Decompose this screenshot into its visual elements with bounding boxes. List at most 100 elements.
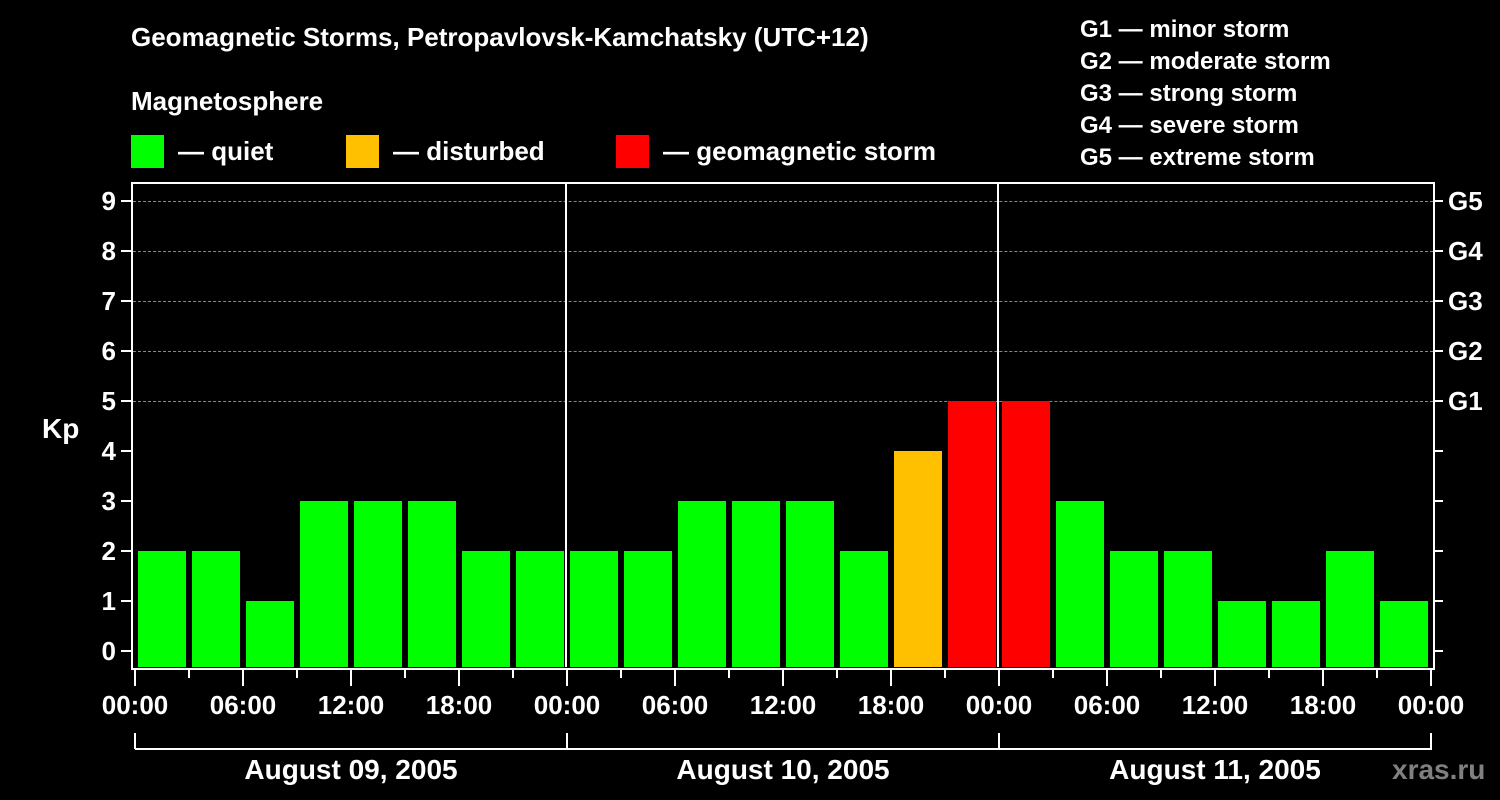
- kp-bar: [570, 551, 618, 667]
- date-bracket-tick: [998, 733, 1000, 749]
- kp-bar: [1272, 601, 1320, 667]
- g-tick-label: G3: [1448, 286, 1483, 316]
- x-tick: [1052, 668, 1054, 678]
- kp-bar: [1002, 401, 1050, 667]
- y-tick-right: [1433, 600, 1443, 602]
- x-tick: [404, 668, 406, 678]
- y-tick-left: [121, 450, 131, 452]
- kp-bar: [894, 451, 942, 667]
- x-tick: [674, 668, 676, 686]
- y-tick-label: 1: [101, 586, 116, 616]
- g-legend-g3: G3 — strong storm: [1080, 80, 1298, 107]
- y-axis-label: Kp: [42, 413, 80, 444]
- chart-subtitle: Magnetosphere: [131, 86, 324, 116]
- x-tick: [566, 668, 568, 686]
- x-tick: [620, 668, 622, 678]
- day-separator: [997, 183, 999, 667]
- legend-swatch-storm: [616, 134, 649, 168]
- date-bracket-tick: [566, 733, 568, 749]
- date-label: August 11, 2005: [1109, 754, 1321, 785]
- kp-bar: [516, 551, 564, 667]
- kp-bar: [948, 401, 996, 667]
- x-tick: [1106, 668, 1108, 686]
- chart-title: Geomagnetic Storms, Petropavlovsk-Kamcha…: [131, 22, 869, 52]
- x-tick-label: 06:00: [641, 690, 709, 720]
- y-tick-left: [121, 200, 131, 202]
- date-label: August 10, 2005: [676, 754, 890, 785]
- kp-bar: [624, 551, 672, 667]
- kp-bar: [678, 501, 726, 667]
- x-tick: [1322, 668, 1324, 686]
- plot-frame: [131, 182, 1435, 670]
- g-tick-label: G5: [1448, 186, 1483, 216]
- y-tick-label: 9: [101, 186, 116, 216]
- y-tick-label: 3: [101, 486, 116, 516]
- y-tick-label: 6: [101, 336, 116, 366]
- legend-storm: — geomagnetic storm: [616, 134, 936, 168]
- y-tick-label: 0: [101, 636, 116, 666]
- kp-bar: [300, 501, 348, 667]
- date-bracket: [135, 748, 1432, 750]
- legend-disturbed: — disturbed: [346, 134, 545, 168]
- y-tick-label: 8: [101, 236, 116, 266]
- y-tick-left: [121, 300, 131, 302]
- y-tick-label: 7: [101, 286, 116, 316]
- gridline: [133, 401, 1433, 402]
- x-tick-label: 00:00: [965, 690, 1033, 720]
- kp-bar: [840, 551, 888, 667]
- kp-bar: [1326, 551, 1374, 667]
- x-tick: [512, 668, 514, 678]
- kp-bar: [192, 551, 240, 667]
- g-legend-g5: G5 — extreme storm: [1080, 144, 1315, 171]
- y-tick-left: [121, 500, 131, 502]
- gridline: [133, 301, 1433, 302]
- y-tick-right: [1433, 200, 1443, 202]
- kp-bar: [1218, 601, 1266, 667]
- y-tick-right: [1433, 450, 1443, 452]
- gridline: [133, 351, 1433, 352]
- y-tick-right: [1433, 300, 1443, 302]
- x-tick: [242, 668, 244, 686]
- x-tick: [998, 668, 1000, 686]
- y-tick-left: [121, 600, 131, 602]
- g-tick-label: G2: [1448, 336, 1483, 366]
- g-scale-legend: G1 — minor storm G2 — moderate storm G3 …: [1080, 14, 1331, 174]
- x-tick-label: 06:00: [209, 690, 277, 720]
- x-tick: [728, 668, 730, 678]
- kp-bar: [786, 501, 834, 667]
- legend-label-quiet: — quiet: [178, 135, 274, 166]
- x-tick-label: 12:00: [317, 690, 385, 720]
- legend-swatch-disturbed: [346, 134, 379, 168]
- watermark: xras.ru: [1392, 754, 1486, 785]
- x-tick: [1160, 668, 1162, 678]
- y-tick-right: [1433, 500, 1443, 502]
- x-tick: [944, 668, 946, 678]
- y-tick-right: [1433, 400, 1443, 402]
- legend-label-storm: — geomagnetic storm: [663, 135, 937, 166]
- date-bracket-tick: [134, 733, 136, 749]
- y-tick-left: [121, 250, 131, 252]
- y-tick-left: [121, 400, 131, 402]
- y-tick-right: [1433, 350, 1443, 352]
- x-tick: [188, 668, 190, 678]
- x-tick-label: 12:00: [1181, 690, 1249, 720]
- x-tick: [782, 668, 784, 686]
- x-tick-label: 18:00: [425, 690, 493, 720]
- x-tick-label: 18:00: [1289, 690, 1357, 720]
- g-legend-g2: G2 — moderate storm: [1080, 48, 1331, 75]
- date-label: August 09, 2005: [244, 754, 458, 785]
- x-tick: [1268, 668, 1270, 678]
- y-tick-label: 2: [101, 536, 116, 566]
- x-tick: [458, 668, 460, 686]
- x-tick: [1430, 668, 1432, 686]
- kp-bar: [732, 501, 780, 667]
- date-bracket-tick: [1430, 733, 1432, 749]
- kp-bar: [246, 601, 294, 667]
- y-tick-left: [121, 650, 131, 652]
- x-tick-label: 06:00: [1073, 690, 1141, 720]
- x-tick-label: 00:00: [101, 690, 169, 720]
- y-tick-right: [1433, 650, 1443, 652]
- day-separator: [565, 183, 567, 667]
- x-tick-label: 00:00: [1397, 690, 1465, 720]
- kp-bar: [354, 501, 402, 667]
